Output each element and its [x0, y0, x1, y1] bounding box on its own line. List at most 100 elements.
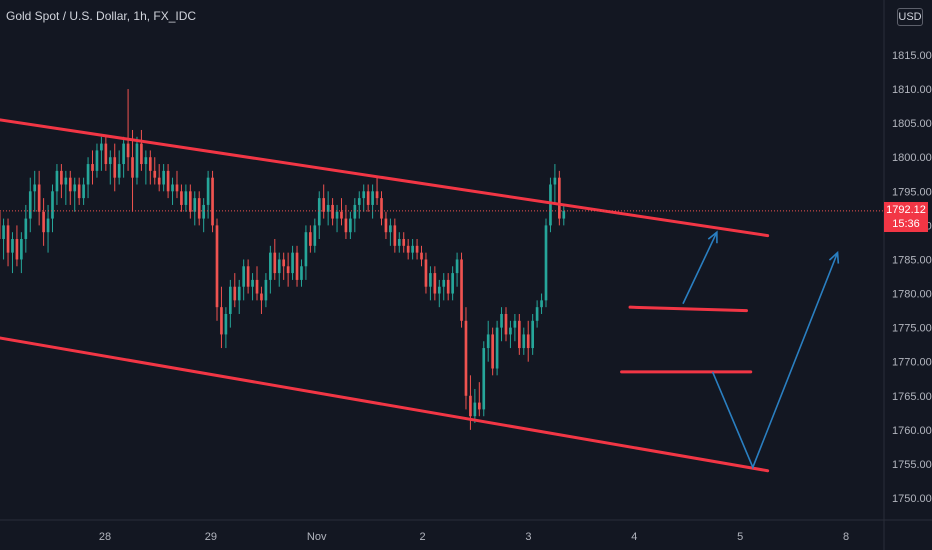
- candle-body: [309, 232, 312, 246]
- last-price-value: 1792.12: [886, 204, 926, 216]
- projection-arrow-long-arrowhead: [828, 250, 840, 264]
- candle-body: [24, 218, 28, 240]
- candle-body: [100, 143, 103, 151]
- y-tick-label: 1760.00: [892, 425, 932, 437]
- y-tick-label: 1765.00: [892, 391, 932, 403]
- candle-body: [389, 225, 392, 233]
- candle-body: [108, 157, 112, 165]
- last-price-tag: 1792.12 15:36: [884, 202, 928, 232]
- candle-body: [531, 320, 534, 349]
- y-tick-label: 1785.00: [892, 254, 932, 266]
- candle-body: [162, 170, 165, 185]
- candle-body: [317, 198, 321, 226]
- candle-body: [433, 273, 437, 294]
- candle-body: [446, 279, 450, 294]
- candle-body: [273, 252, 277, 274]
- candle-body: [117, 164, 121, 178]
- candle-body: [322, 198, 326, 212]
- currency-button[interactable]: USD: [897, 8, 923, 26]
- candle-body: [6, 225, 10, 253]
- candle-body: [242, 266, 246, 287]
- candle-body: [202, 204, 205, 219]
- candle-body: [86, 164, 90, 185]
- candle-body: [286, 266, 290, 274]
- channel-lower-line: [0, 336, 770, 473]
- candle-body: [82, 184, 85, 199]
- candle-body: [37, 184, 41, 212]
- chart-title: Gold Spot / U.S. Dollar, 1h, FX_IDC: [6, 9, 197, 23]
- bar-countdown: 15:36: [892, 218, 920, 230]
- candle-body: [211, 177, 214, 226]
- candle-body: [331, 204, 334, 219]
- candle-body: [197, 198, 201, 219]
- candle-body: [473, 402, 477, 417]
- candle-body: [549, 184, 552, 226]
- candle-body: [469, 395, 472, 417]
- candle-body: [140, 143, 143, 165]
- candle-body: [237, 286, 241, 301]
- candle-body: [509, 327, 512, 335]
- candle-body: [260, 293, 263, 301]
- candle-body: [277, 259, 281, 274]
- candle-body: [282, 259, 286, 267]
- candle-body: [15, 239, 19, 260]
- x-tick-label: 4: [631, 531, 637, 543]
- candle-body: [486, 334, 490, 349]
- projection-arrow-short-arrowhead: [707, 230, 718, 244]
- candle-body: [73, 184, 77, 192]
- candle-body: [353, 204, 357, 219]
- candle-body: [33, 184, 37, 192]
- candle-body: [224, 313, 228, 335]
- candle-body: [42, 211, 45, 233]
- candle-body: [91, 164, 94, 171]
- candle-body: [491, 334, 494, 369]
- candle-body: [402, 239, 406, 246]
- candle-body: [64, 177, 68, 185]
- x-tick-label: Nov: [307, 531, 327, 543]
- y-tick-label: 1800.00: [892, 152, 932, 164]
- y-tick-label: 1750.00: [892, 493, 932, 505]
- candle-body: [411, 245, 414, 253]
- candle-body: [2, 225, 5, 240]
- candle-body: [380, 198, 383, 219]
- candle-body: [340, 211, 343, 219]
- candle-body: [28, 191, 32, 219]
- candle-body: [206, 177, 210, 205]
- candle-body: [300, 266, 303, 280]
- candle-body: [357, 198, 361, 205]
- candle-body: [384, 218, 388, 233]
- projection-arrow-long: [711, 252, 839, 470]
- candle-body: [166, 170, 170, 192]
- x-tick-labels: 28 29 Nov 2 3 4 5 8: [99, 531, 849, 543]
- candle-body: [424, 259, 428, 287]
- candle-body: [437, 286, 441, 294]
- candle-body: [375, 191, 379, 199]
- candle-body: [188, 191, 192, 212]
- candle-body: [184, 191, 188, 205]
- y-tick-label: 1815.00: [892, 50, 932, 62]
- candle-body: [251, 279, 254, 287]
- candle-body: [220, 307, 223, 335]
- candle-body: [60, 170, 63, 185]
- y-tick-label: 1770.00: [892, 357, 932, 369]
- x-tick-label: 29: [205, 531, 217, 543]
- candle-body: [157, 177, 161, 185]
- resistance-level-line: [628, 305, 748, 313]
- x-tick-label: 5: [737, 531, 743, 543]
- candle-body: [46, 218, 50, 233]
- candle-body: [51, 191, 54, 219]
- candle-body: [397, 239, 401, 246]
- y-tick-label: 1805.00: [892, 118, 932, 130]
- candle-body: [513, 320, 517, 328]
- candle-body: [362, 191, 366, 199]
- candle-body: [126, 143, 130, 158]
- candle-body: [393, 225, 397, 246]
- candle-body: [544, 225, 548, 301]
- candle-body: [535, 307, 539, 321]
- candle-body: [455, 259, 459, 274]
- candle-body: [451, 273, 454, 294]
- x-tick-label: 2: [420, 531, 426, 543]
- candle-body: [500, 313, 503, 328]
